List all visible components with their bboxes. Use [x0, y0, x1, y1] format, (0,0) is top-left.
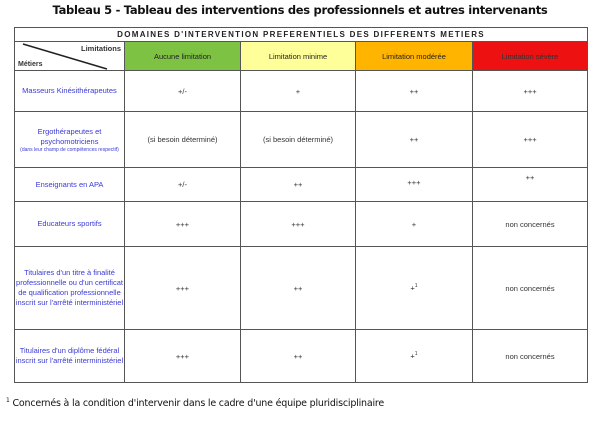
value-cell: +++ — [240, 201, 356, 247]
table-row: Ergothérapeutes et psychomotriciens (dans… — [14, 111, 589, 168]
value-cell: ++ — [355, 111, 473, 168]
job-label: Titulaires d'un diplôme fédéral inscrit … — [15, 346, 124, 365]
table-row: Enseignants en APA +/- ++ +++ ++ — [14, 167, 589, 202]
corner-cell: Limitations Métiers — [14, 41, 125, 71]
job-label: Enseignants en APA — [35, 179, 104, 189]
job-label: Titulaires d'un titre à finalité profess… — [15, 268, 124, 307]
value-text: + — [410, 351, 415, 361]
value-text: non concernés — [505, 219, 555, 229]
value-cell: (si besoin déterminé) — [240, 111, 356, 168]
value-cell: non concernés — [471, 201, 589, 247]
value-text: ++ — [293, 180, 303, 189]
value-text: +++ — [523, 86, 537, 96]
value-text: +/- — [178, 86, 187, 96]
value-cell: ++ — [240, 246, 356, 330]
job-cell: Masseurs Kinésithérapeutes — [14, 70, 125, 112]
value-cell: + — [240, 70, 356, 112]
value-text: + — [295, 86, 301, 96]
value-text: + — [411, 219, 417, 229]
value-cell: + — [355, 201, 473, 247]
value-text: ++ — [293, 283, 303, 293]
footnote-mark: 1 — [6, 397, 10, 404]
value-text: ++ — [409, 86, 419, 96]
value-cell: +++ — [124, 201, 241, 247]
job-cell: Educateurs sportifs — [14, 201, 125, 247]
value-cell: +++ — [471, 70, 589, 112]
value-text: ++ — [293, 351, 303, 361]
limitations-label: Limitations — [80, 44, 121, 53]
value-text: non concernés — [505, 283, 555, 293]
value-text: +/- — [178, 180, 187, 189]
value-cell: +++ — [124, 329, 241, 383]
job-label: Educateurs sportifs — [37, 219, 102, 228]
value-cell: +1 — [355, 329, 473, 383]
value-cell: (si besoin déterminé) — [124, 111, 241, 168]
job-label: Ergothérapeutes et psychomotriciens — [37, 126, 102, 146]
footnote-text: Concernés à la condition d'intervenir da… — [12, 398, 385, 410]
value-cell: ++ — [240, 329, 356, 383]
value-cell: +++ — [124, 246, 241, 330]
value-cell: ++ — [240, 167, 356, 202]
table-row: Titulaires d'un titre à finalité profess… — [14, 246, 589, 330]
table-title: Tableau 5 - Tableau des interventions de… — [52, 3, 548, 17]
table-row: Titulaires d'un diplôme fédéral inscrit … — [14, 329, 589, 383]
value-text: ++ — [525, 173, 535, 182]
job-cell: Titulaires d'un titre à finalité profess… — [14, 246, 125, 330]
value-text: +++ — [175, 283, 190, 293]
value-cell: +++ — [355, 167, 473, 202]
value-cell: +++ — [471, 111, 589, 168]
diagonal-line — [22, 43, 108, 70]
column-header: Limitation sévère — [471, 41, 589, 71]
job-cell: Ergothérapeutes et psychomotriciens (dans… — [14, 111, 125, 168]
value-cell: ++ — [355, 70, 473, 112]
value-text: +++ — [291, 219, 305, 229]
value-cell: +1 — [355, 246, 473, 330]
job-note: (dans leur champ de compétences respecti… — [20, 146, 119, 153]
metiers-label: Métiers — [18, 61, 43, 68]
footnote-ref: 1 — [414, 283, 418, 290]
value-text: + — [410, 283, 415, 293]
value-text: (si besoin déterminé) — [147, 135, 218, 144]
value-text: +++ — [523, 135, 537, 144]
job-cell: Enseignants en APA — [14, 167, 125, 202]
value-cell: +/- — [124, 70, 241, 112]
column-header: Limitation modérée — [355, 41, 473, 71]
value-cell: non concernés — [471, 246, 589, 330]
table-row: Masseurs Kinésithérapeutes +/- + ++ +++ — [14, 70, 589, 112]
interventions-table: DOMAINES D'INTERVENTION PREFERENTIELS DE… — [13, 27, 589, 383]
value-text: +++ — [407, 178, 421, 187]
job-cell: Titulaires d'un diplôme fédéral inscrit … — [14, 329, 125, 383]
column-header: Limitation minime — [240, 41, 356, 71]
footnote-ref: 1 — [414, 351, 418, 358]
value-text: +++ — [175, 351, 190, 361]
domain-header: DOMAINES D'INTERVENTION PREFERENTIELS DE… — [13, 27, 589, 42]
footnote: 1 Concernés à la condition d'intervenir … — [6, 397, 384, 409]
value-text: (si besoin déterminé) — [262, 135, 334, 144]
value-cell: +/- — [124, 167, 241, 202]
value-cell: non concernés — [471, 329, 589, 383]
table-row: Educateurs sportifs +++ +++ + non concernés — [14, 201, 589, 247]
value-text: non concernés — [505, 351, 555, 361]
value-cell: ++ — [471, 167, 589, 202]
column-header: Aucune limitation — [124, 41, 241, 71]
value-text: +++ — [175, 219, 190, 229]
job-label: Masseurs Kinésithérapeutes — [22, 86, 117, 95]
value-text: ++ — [409, 135, 419, 144]
